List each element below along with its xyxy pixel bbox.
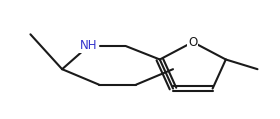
Text: O: O [188,36,197,49]
Text: NH: NH [80,39,97,52]
